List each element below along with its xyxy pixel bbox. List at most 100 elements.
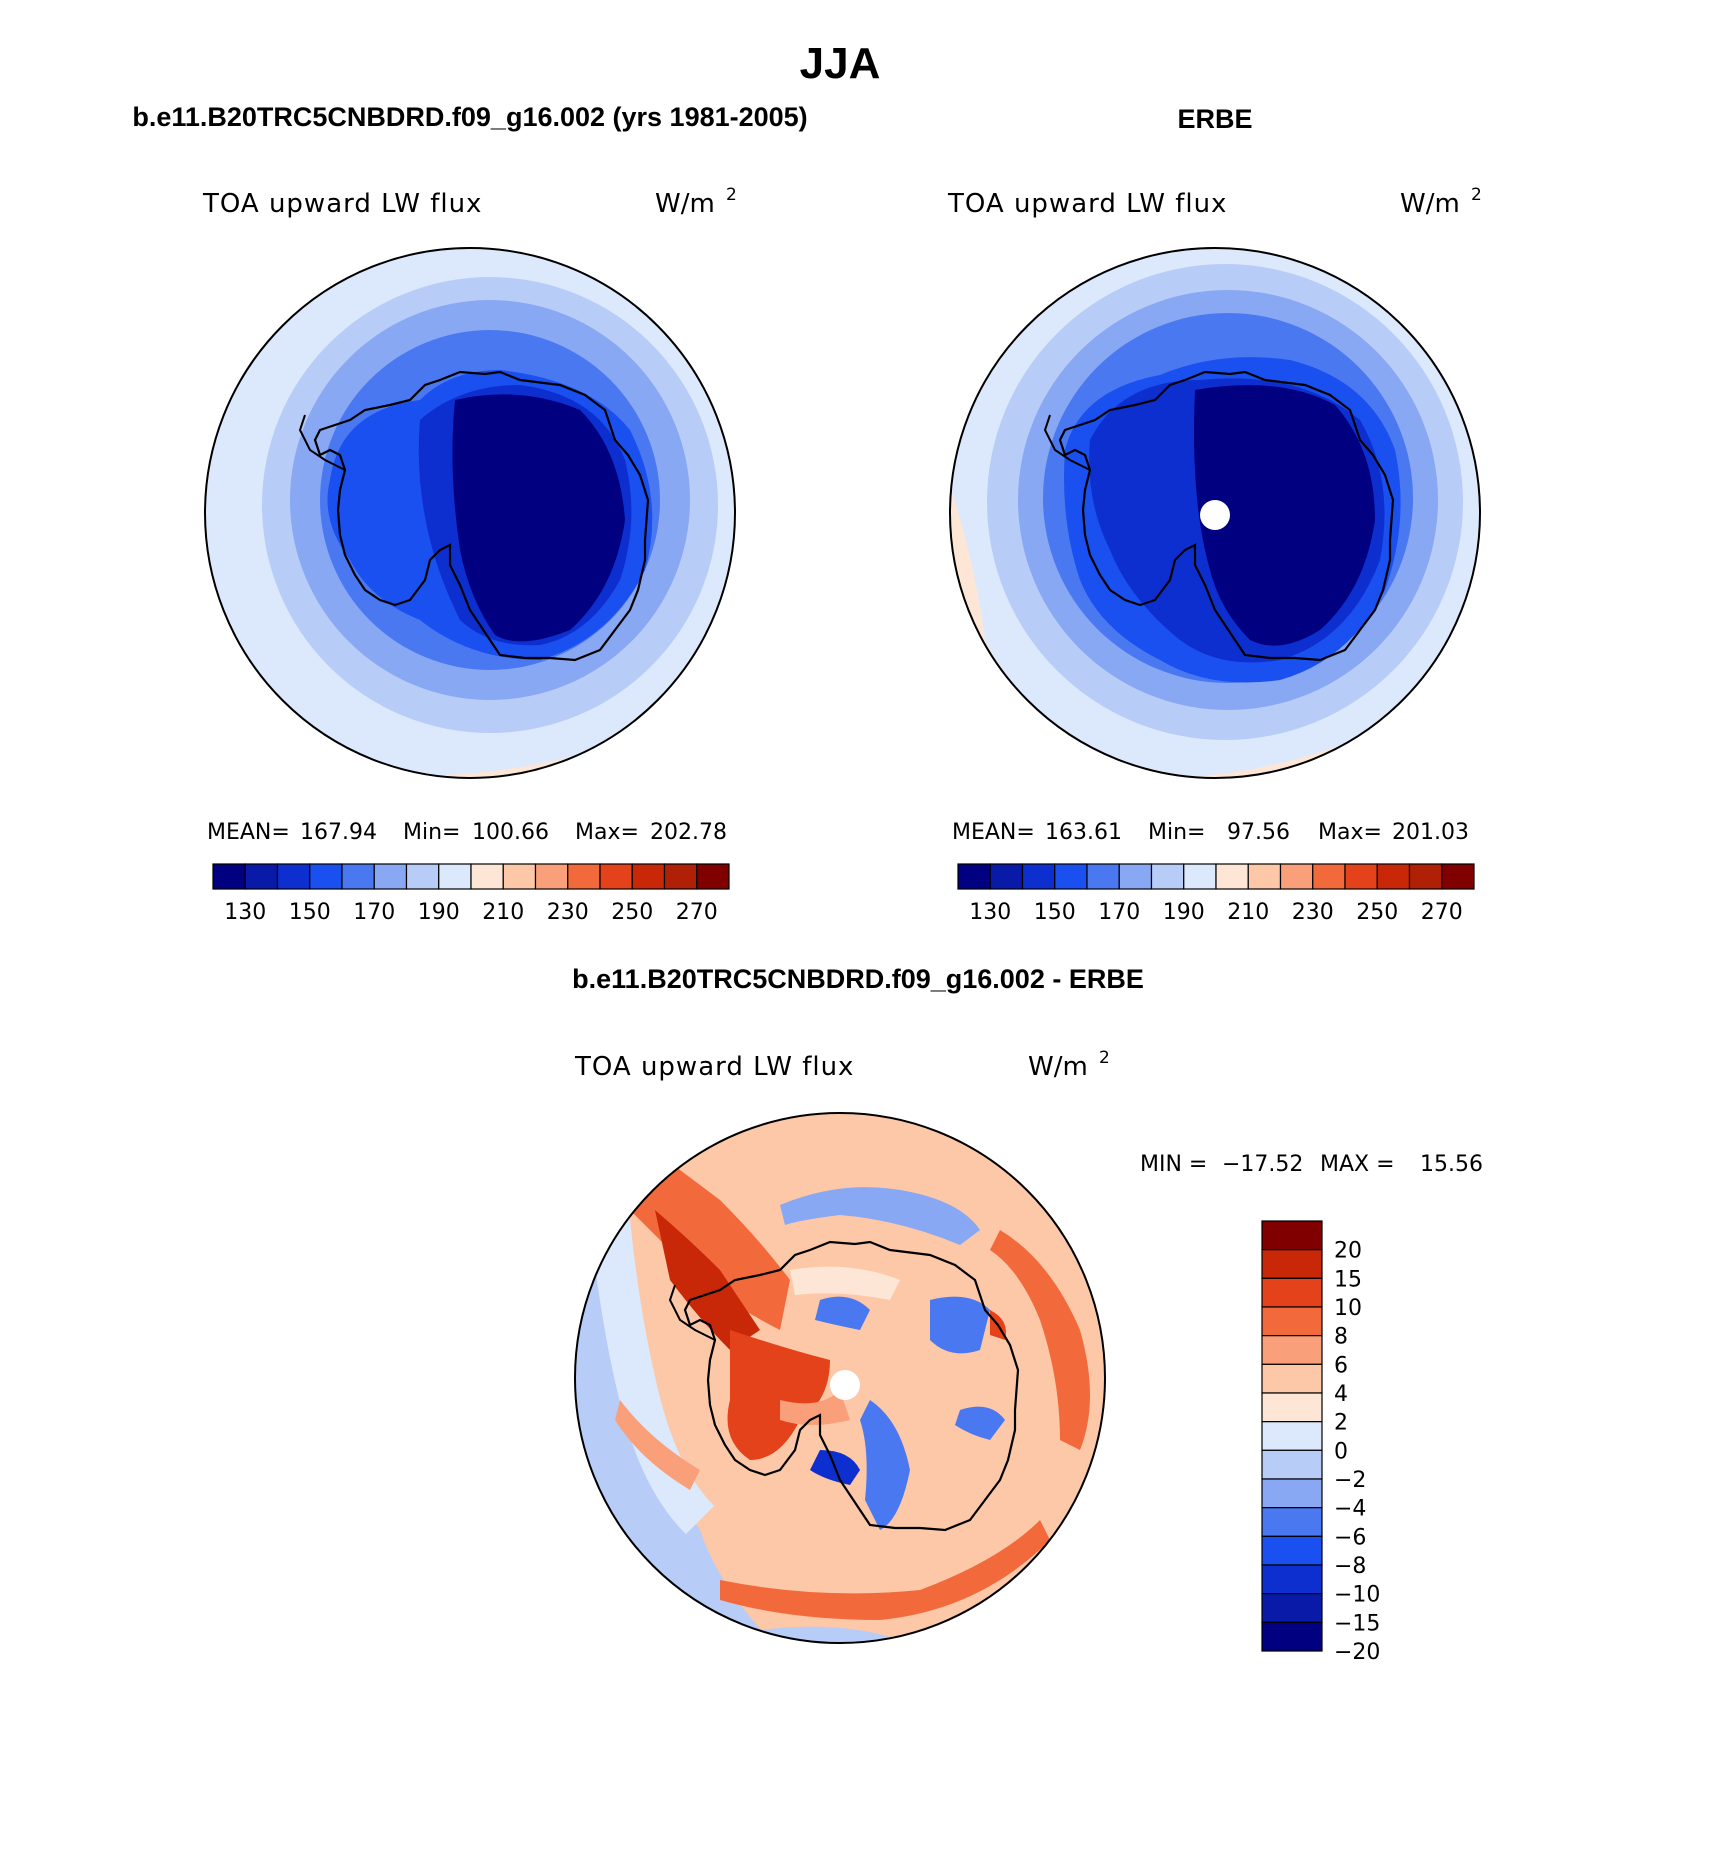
- diff-pole-hole: [830, 1370, 860, 1400]
- obs-colorbar-tick-label: 130: [969, 900, 1011, 925]
- obs-colorbar-tick-label: 250: [1356, 900, 1398, 925]
- diff-colorbar-tick-label: 15: [1334, 1267, 1362, 1292]
- model-units-label: W/m 2: [655, 185, 737, 219]
- diff-colorbar-tick-label: 8: [1334, 1325, 1348, 1350]
- diff-colorbar-box: [1261, 1421, 1323, 1451]
- svg-text:W/m: W/m: [1028, 1052, 1088, 1082]
- svg-text:97.56: 97.56: [1227, 820, 1290, 845]
- model-colorbar: 130 150 170 190 210 230 250 270: [212, 863, 730, 925]
- diff-panel: TOA upward LW flux W/m 2: [574, 1048, 1483, 1665]
- obs-colorbar-tick-label: 210: [1227, 900, 1269, 925]
- model-colorbar-box: [276, 863, 311, 890]
- obs-colorbar-box: [1247, 863, 1282, 890]
- model-colorbar-box: [470, 863, 504, 890]
- obs-colorbar-tick-label: 270: [1421, 900, 1463, 925]
- diff-colorbar-tick-label: −15: [1334, 1611, 1380, 1636]
- diff-colorbar-tick-label: 6: [1334, 1353, 1348, 1378]
- obs-colorbar-tick-label: 190: [1163, 900, 1205, 925]
- diff-colorbar-box: [1261, 1363, 1323, 1394]
- diff-colorbar-box: [1261, 1507, 1323, 1537]
- model-colorbar-box: [631, 863, 666, 890]
- diff-colorbar-tick-label: −4: [1334, 1497, 1366, 1522]
- obs-colorbar: 130 150 170 190 210 230 250 270: [957, 863, 1475, 925]
- obs-colorbar-box: [1150, 863, 1185, 890]
- obs-colorbar-box: [1344, 863, 1378, 890]
- model-colorbar-tick-label: 230: [547, 900, 589, 925]
- obs-panel: TOA upward LW flux W/m 2 MEAN= 163.61 Mi…: [947, 185, 1482, 925]
- diff-colorbar-tick-label: 4: [1334, 1382, 1348, 1407]
- svg-text:201.03: 201.03: [1392, 820, 1469, 845]
- svg-text:MAX =: MAX =: [1320, 1152, 1395, 1177]
- obs-variable-label: TOA upward LW flux: [947, 189, 1227, 219]
- model-colorbar-tick-label: 150: [289, 900, 331, 925]
- diff-colorbar-box: [1261, 1478, 1323, 1509]
- obs-coastline: [1058, 370, 1395, 662]
- model-colorbar-box: [438, 863, 472, 890]
- model-colorbar-tick-label: 190: [418, 900, 460, 925]
- obs-colorbar-box: [1441, 863, 1475, 890]
- obs-colorbar-box: [1215, 863, 1249, 890]
- svg-text:163.61: 163.61: [1045, 820, 1122, 845]
- model-colorbar-tick-label: 130: [224, 900, 266, 925]
- svg-text:MEAN=: MEAN=: [207, 820, 290, 845]
- obs-colorbar-box: [1279, 863, 1314, 890]
- svg-text:−17.52: −17.52: [1222, 1152, 1303, 1177]
- obs-colorbar-box: [957, 863, 991, 890]
- model-panel: TOA upward LW flux W/m 2 MEAN= 167.94 Mi…: [202, 185, 737, 925]
- model-colorbar-box: [567, 863, 601, 890]
- diff-colorbar-tick-label: −8: [1334, 1554, 1366, 1579]
- diff-colorbar-box: [1261, 1449, 1323, 1480]
- model-colorbar-box: [309, 863, 343, 890]
- diff-coastline: [683, 1240, 1020, 1532]
- obs-colorbar-box: [1086, 863, 1120, 890]
- diff-colorbar-box: [1261, 1249, 1323, 1279]
- model-colorbar-box: [373, 863, 408, 890]
- svg-text:202.78: 202.78: [650, 820, 727, 845]
- model-colorbar-box: [341, 863, 375, 890]
- diff-colorbar-tick-label: −2: [1334, 1468, 1366, 1493]
- svg-text:MIN =: MIN =: [1140, 1152, 1207, 1177]
- obs-stats: MEAN= 163.61 Min= 97.56 Max= 201.03: [952, 820, 1469, 845]
- obs-colorbar-box: [1183, 863, 1217, 890]
- model-colorbar-box: [696, 863, 730, 890]
- diff-colorbar-tick-label: 2: [1334, 1411, 1348, 1436]
- diff-colorbar-box: [1261, 1306, 1323, 1337]
- obs-units-label: W/m 2: [1400, 185, 1482, 219]
- svg-text:W/m: W/m: [655, 189, 715, 219]
- svg-text:2: 2: [1099, 1048, 1110, 1068]
- model-colorbar-box: [599, 863, 633, 890]
- model-colorbar-box: [534, 863, 569, 890]
- diff-panel-title: b.e11.B20TRC5CNBDRD.f09_g16.002 - ERBE: [572, 964, 1144, 994]
- svg-text:100.66: 100.66: [472, 820, 549, 845]
- model-colorbar-tick-label: 250: [611, 900, 653, 925]
- model-stats: MEAN= 167.94 Min= 100.66 Max= 202.78: [207, 820, 727, 845]
- diff-colorbar-box: [1261, 1535, 1323, 1566]
- diff-colorbar-tick-label: 10: [1334, 1296, 1362, 1321]
- diff-colorbar-tick-label: 20: [1334, 1239, 1362, 1264]
- svg-text:2: 2: [1471, 185, 1482, 205]
- obs-colorbar-box: [1408, 863, 1443, 890]
- obs-panel-title: ERBE: [1177, 104, 1252, 134]
- diff-colorbar-box: [1261, 1277, 1323, 1308]
- model-coastline: [313, 370, 650, 662]
- svg-text:15.56: 15.56: [1420, 1152, 1483, 1177]
- diff-map: [575, 1113, 1105, 1643]
- model-map: [205, 248, 735, 778]
- figure-title: JJA: [800, 39, 881, 88]
- model-colorbar-tick-label: 210: [482, 900, 524, 925]
- model-colorbar-box: [405, 863, 440, 890]
- model-colorbar-box: [244, 863, 279, 890]
- svg-text:Max=: Max=: [1318, 820, 1382, 845]
- model-colorbar-tick-label: 270: [676, 900, 718, 925]
- diff-colorbar-box: [1261, 1621, 1323, 1652]
- obs-colorbar-tick-label: 170: [1098, 900, 1140, 925]
- obs-colorbar-box: [1054, 863, 1088, 890]
- svg-text:Min=: Min=: [403, 820, 460, 845]
- model-panel-title: b.e11.B20TRC5CNBDRD.f09_g16.002 (yrs 198…: [132, 102, 807, 132]
- obs-pole-hole: [1200, 500, 1230, 530]
- svg-text:Min=: Min=: [1148, 820, 1205, 845]
- obs-colorbar-tick-label: 230: [1292, 900, 1334, 925]
- diff-colorbar-tick-label: −10: [1334, 1583, 1380, 1608]
- svg-text:167.94: 167.94: [300, 820, 377, 845]
- model-colorbar-box: [212, 863, 246, 890]
